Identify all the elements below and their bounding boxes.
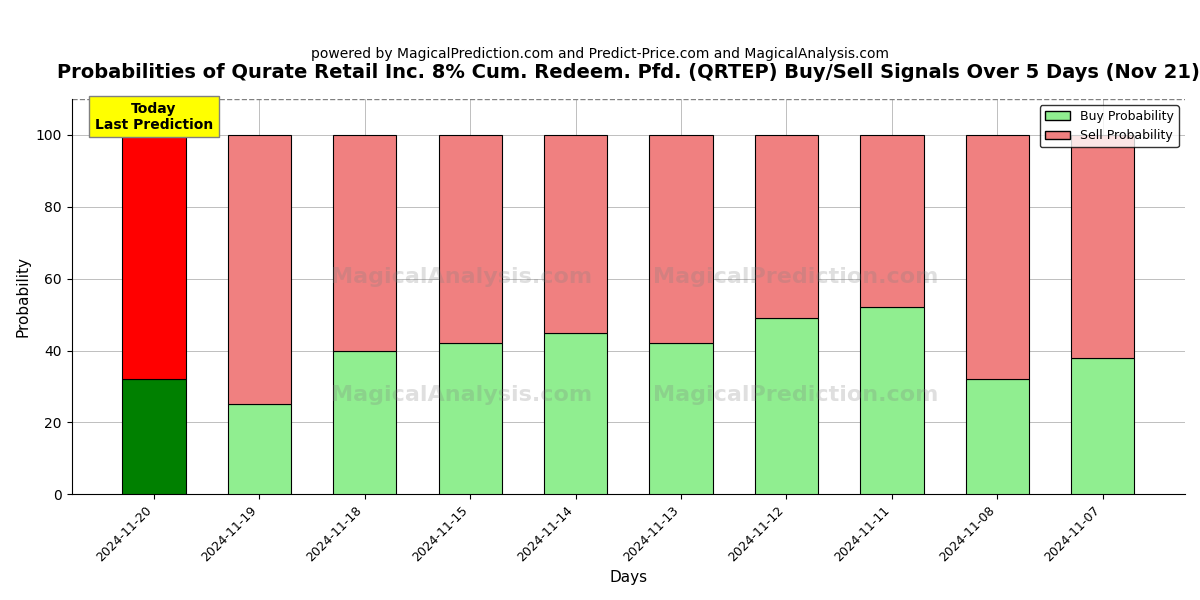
Bar bbox=[755, 135, 818, 318]
Bar bbox=[966, 379, 1028, 494]
Bar bbox=[649, 343, 713, 494]
Bar bbox=[438, 343, 502, 494]
Bar bbox=[860, 307, 924, 494]
Bar bbox=[755, 318, 818, 494]
Bar bbox=[544, 135, 607, 332]
Legend: Buy Probability, Sell Probability: Buy Probability, Sell Probability bbox=[1040, 105, 1178, 148]
Bar bbox=[122, 135, 186, 379]
Bar bbox=[334, 350, 396, 494]
Text: MagicalAnalysis.com: MagicalAnalysis.com bbox=[331, 385, 592, 406]
Bar bbox=[544, 332, 607, 494]
Bar bbox=[438, 135, 502, 343]
Bar bbox=[966, 135, 1028, 379]
Bar bbox=[860, 135, 924, 307]
Bar bbox=[1072, 358, 1134, 494]
Bar bbox=[649, 135, 713, 343]
Bar bbox=[228, 135, 290, 404]
Y-axis label: Probability: Probability bbox=[16, 256, 30, 337]
Title: Probabilities of Qurate Retail Inc. 8% Cum. Redeem. Pfd. (QRTEP) Buy/Sell Signal: Probabilities of Qurate Retail Inc. 8% C… bbox=[56, 63, 1200, 82]
Text: powered by MagicalPrediction.com and Predict-Price.com and MagicalAnalysis.com: powered by MagicalPrediction.com and Pre… bbox=[311, 47, 889, 61]
Bar bbox=[1072, 135, 1134, 358]
Text: Today
Last Prediction: Today Last Prediction bbox=[95, 102, 214, 132]
Bar bbox=[228, 404, 290, 494]
Text: MagicalAnalysis.com: MagicalAnalysis.com bbox=[331, 267, 592, 287]
Text: MagicalPrediction.com: MagicalPrediction.com bbox=[653, 267, 938, 287]
X-axis label: Days: Days bbox=[610, 570, 647, 585]
Bar bbox=[122, 379, 186, 494]
Bar bbox=[334, 135, 396, 350]
Text: MagicalPrediction.com: MagicalPrediction.com bbox=[653, 385, 938, 406]
